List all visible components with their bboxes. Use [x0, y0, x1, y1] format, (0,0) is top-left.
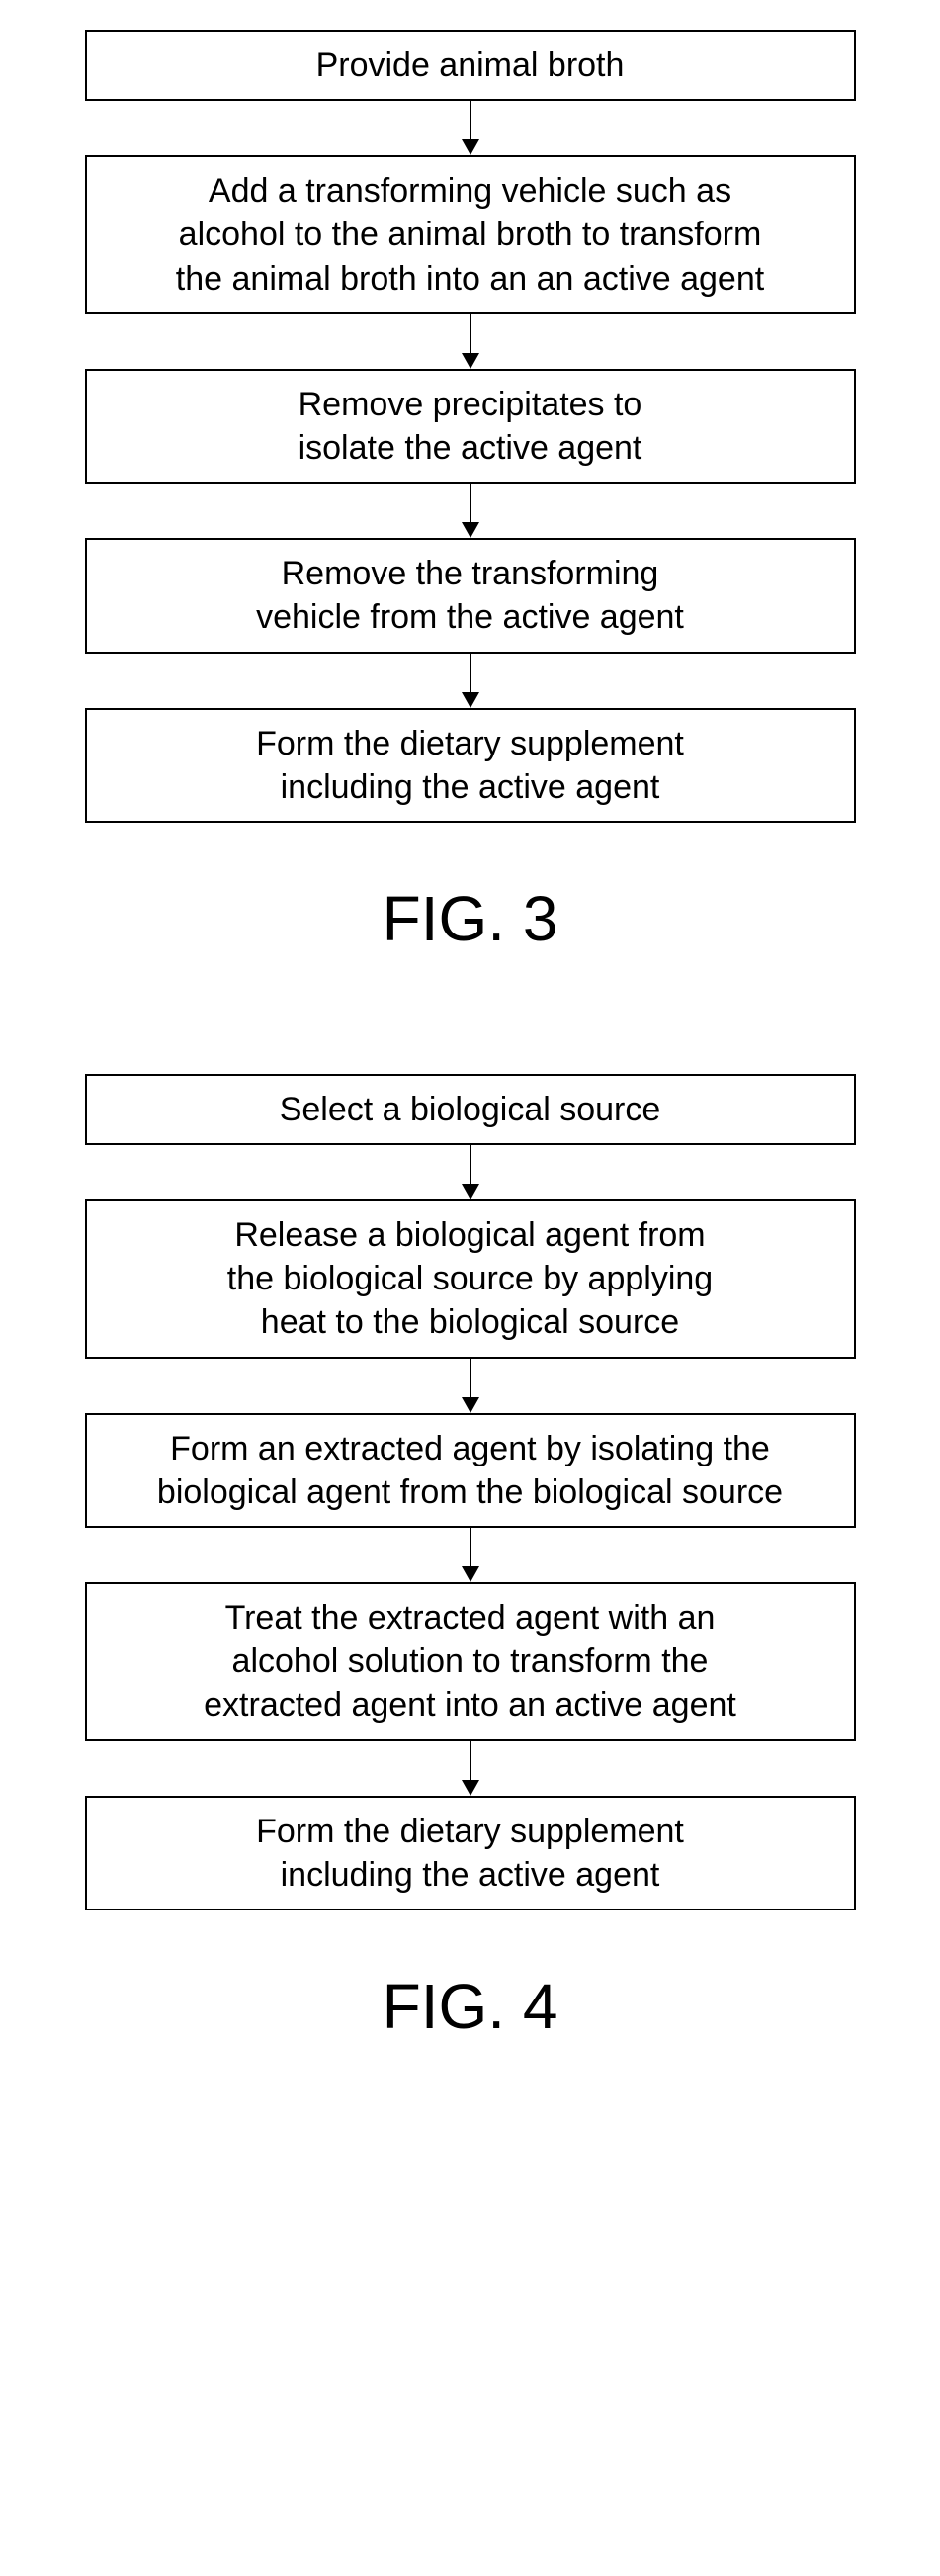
arrow-head-icon: [462, 692, 479, 708]
flowchart-step: Form the dietary supplementincluding the…: [85, 1796, 856, 1910]
arrow-line: [470, 101, 471, 139]
arrow-head-icon: [462, 1184, 479, 1199]
flowchart-arrow: [462, 1528, 479, 1582]
flowchart-arrow: [462, 654, 479, 708]
flowchart-arrow: [462, 484, 479, 538]
flowchart-arrow: [462, 1145, 479, 1199]
flowchart-step: Remove precipitates toisolate the active…: [85, 369, 856, 484]
step-text: Form the dietary supplementincluding the…: [256, 722, 684, 809]
flowchart-step: Form the dietary supplementincluding the…: [85, 708, 856, 823]
flowchart-fig3: Provide animal broth Add a transforming …: [59, 30, 881, 823]
step-text: Release a biological agent fromthe biolo…: [227, 1213, 713, 1345]
step-text: Form an extracted agent by isolating the…: [157, 1427, 783, 1514]
flowchart-step: Release a biological agent fromthe biolo…: [85, 1199, 856, 1359]
figure-label: FIG. 4: [59, 1970, 881, 2043]
step-text: Select a biological source: [280, 1088, 661, 1131]
arrow-head-icon: [462, 1780, 479, 1796]
flowchart-step: Select a biological source: [85, 1074, 856, 1145]
arrow-head-icon: [462, 522, 479, 538]
spacer: [59, 1034, 881, 1074]
step-text: Add a transforming vehicle such asalcoho…: [176, 169, 764, 301]
flowchart-arrow: [462, 1359, 479, 1413]
step-text: Treat the extracted agent with analcohol…: [204, 1596, 736, 1728]
flowchart-step: Remove the transformingvehicle from the …: [85, 538, 856, 653]
arrow-line: [470, 1359, 471, 1397]
arrow-line: [470, 654, 471, 692]
flowchart-step: Provide animal broth: [85, 30, 856, 101]
arrow-line: [470, 1741, 471, 1780]
arrow-line: [470, 1528, 471, 1566]
arrow-line: [470, 314, 471, 353]
arrow-head-icon: [462, 353, 479, 369]
flowchart-step: Treat the extracted agent with analcohol…: [85, 1582, 856, 1741]
flowchart-arrow: [462, 101, 479, 155]
step-text: Provide animal broth: [316, 44, 625, 87]
flowchart-arrow: [462, 1741, 479, 1796]
arrow-line: [470, 484, 471, 522]
arrow-head-icon: [462, 139, 479, 155]
step-text: Remove the transformingvehicle from the …: [256, 552, 684, 639]
flowchart-fig4: Select a biological source Release a bio…: [59, 1074, 881, 1910]
arrow-head-icon: [462, 1397, 479, 1413]
flowchart-step: Form an extracted agent by isolating the…: [85, 1413, 856, 1528]
step-text: Form the dietary supplementincluding the…: [256, 1810, 684, 1897]
arrow-head-icon: [462, 1566, 479, 1582]
flowchart-arrow: [462, 314, 479, 369]
flowchart-step: Add a transforming vehicle such asalcoho…: [85, 155, 856, 314]
figure-label: FIG. 3: [59, 882, 881, 955]
step-text: Remove precipitates toisolate the active…: [299, 383, 642, 470]
arrow-line: [470, 1145, 471, 1184]
